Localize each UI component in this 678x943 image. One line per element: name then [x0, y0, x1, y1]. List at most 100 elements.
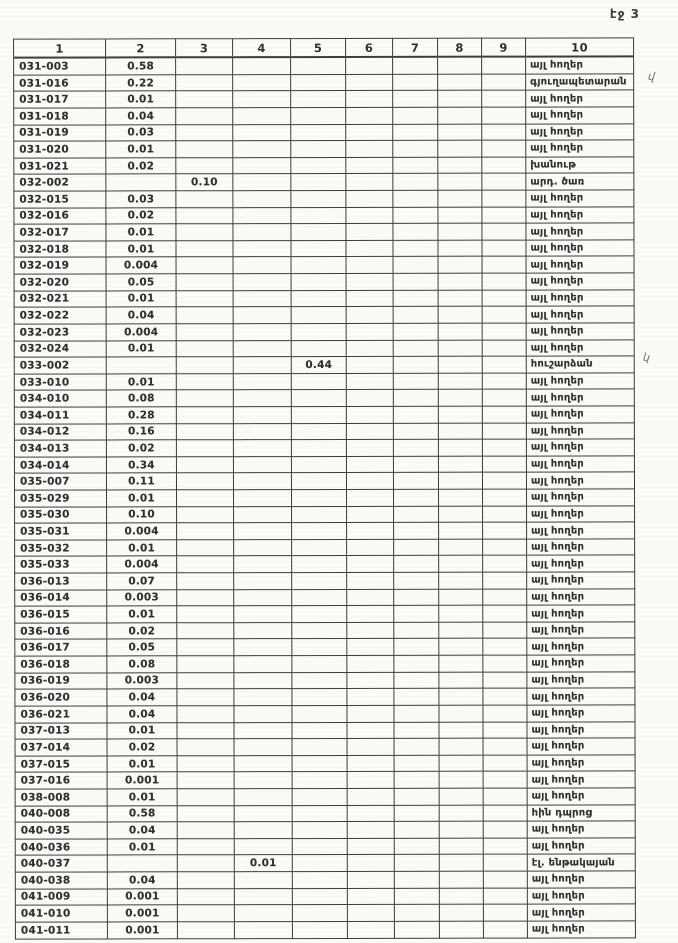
value-cell [345, 173, 393, 191]
value-cell [290, 56, 346, 75]
land-use-cell: այլ հողեր [525, 56, 634, 74]
table-row: 041-011 0.001 այլ հողեր [15, 920, 636, 940]
value-cell [392, 206, 438, 224]
value-cell [438, 671, 483, 689]
table-row: 032-021 0.01 այլ հողեր [14, 289, 635, 308]
value-cell [234, 921, 293, 939]
value-cell [393, 572, 439, 589]
value-cell [292, 805, 348, 822]
parcel-id-cell: 031-017 [13, 91, 106, 109]
value-cell [346, 422, 394, 440]
land-use-cell: այլ հողեր [526, 704, 635, 722]
land-use-cell: այլ հողեր [526, 721, 636, 739]
value-cell [291, 256, 347, 274]
value-cell [482, 721, 528, 739]
table-row: 035-029 0.01 այլ հողեր [14, 488, 635, 507]
value-cell [233, 356, 292, 374]
land-use-cell: այլ հողեր [525, 239, 635, 257]
value-cell [234, 888, 293, 905]
parcel-id-cell: 034-010 [14, 390, 107, 408]
value-cell [291, 472, 347, 490]
land-use-cell: արդ. ծառ [525, 173, 634, 191]
parcel-id-cell: 036-019 [14, 672, 107, 690]
column-header: 1 [13, 38, 106, 58]
value-cell [483, 788, 528, 805]
value-cell [394, 838, 440, 855]
column-header: 4 [232, 38, 291, 58]
value-cell [394, 887, 440, 905]
value-cell [234, 771, 293, 789]
value-cell: 0.04 [106, 689, 177, 706]
value-cell [393, 721, 440, 739]
parcel-id-cell: 035-031 [14, 523, 107, 540]
land-use-cell: այլ հողեր [526, 588, 635, 606]
value-cell [393, 655, 439, 673]
value-cell [176, 390, 234, 407]
value-cell [438, 306, 483, 324]
value-cell: 0.11 [106, 473, 177, 490]
value-cell: 0.03 [105, 124, 176, 142]
value-cell [176, 423, 234, 440]
value-cell [482, 256, 527, 274]
value-cell [290, 173, 346, 191]
value-cell [482, 638, 527, 656]
value-cell [437, 190, 482, 207]
value-cell [439, 854, 484, 872]
parcel-id-cell: 031-018 [13, 107, 106, 125]
value-cell [346, 555, 394, 573]
value-cell [346, 356, 394, 374]
value-cell [345, 206, 393, 224]
value-cell [176, 340, 234, 357]
table-row: 034-012 0.16 այլ հողեր [14, 422, 635, 441]
table-row: 031-003 0.58 այլ հողեր [13, 56, 634, 75]
value-cell [175, 124, 233, 141]
value-cell [392, 123, 438, 141]
parcel-id-cell: 032-021 [14, 290, 107, 308]
parcel-id-cell: 036-020 [14, 689, 107, 707]
value-cell: 0.01 [107, 788, 178, 806]
column-header: 2 [105, 38, 176, 58]
value-cell [233, 489, 292, 507]
parcel-id-cell: 035-029 [14, 489, 107, 507]
value-cell [394, 754, 440, 772]
value-cell [393, 605, 439, 623]
value-cell [393, 439, 439, 457]
value-cell [177, 888, 235, 906]
value-cell [394, 771, 440, 789]
parcel-id-cell: 031-016 [13, 74, 106, 92]
value-cell [292, 738, 348, 756]
value-cell [176, 688, 234, 706]
value-cell [438, 705, 483, 722]
table-row: 031-018 0.04 այլ հողեր [13, 106, 634, 125]
value-cell [176, 605, 234, 623]
value-cell [392, 240, 439, 257]
value-cell [291, 423, 347, 440]
value-cell [290, 223, 346, 241]
parcel-id-cell: 032-019 [14, 257, 107, 275]
value-cell [482, 372, 527, 390]
value-cell [232, 57, 291, 75]
value-cell [393, 705, 439, 722]
value-cell [392, 173, 438, 191]
value-cell [438, 538, 483, 556]
value-cell [346, 373, 394, 390]
value-cell [347, 838, 395, 855]
value-cell [481, 239, 527, 257]
value-cell [392, 140, 438, 158]
value-cell [176, 655, 234, 673]
table-row: 032-022 0.04 այլ հողեր [14, 306, 635, 325]
value-cell: 0.05 [106, 273, 177, 291]
parcel-id-cell: 041-010 [15, 905, 108, 922]
value-cell [392, 74, 438, 91]
value-cell [394, 904, 440, 922]
value-cell [438, 339, 483, 357]
value-cell [347, 755, 395, 772]
value-cell [482, 655, 527, 672]
value-cell [233, 688, 292, 706]
parcel-id-cell: 040-037 [15, 855, 108, 873]
value-cell [438, 638, 483, 656]
table-row: 038-008 0.01 այլ հողեր [15, 787, 636, 806]
value-cell [291, 605, 347, 623]
value-cell [291, 622, 347, 640]
value-cell [437, 123, 482, 141]
